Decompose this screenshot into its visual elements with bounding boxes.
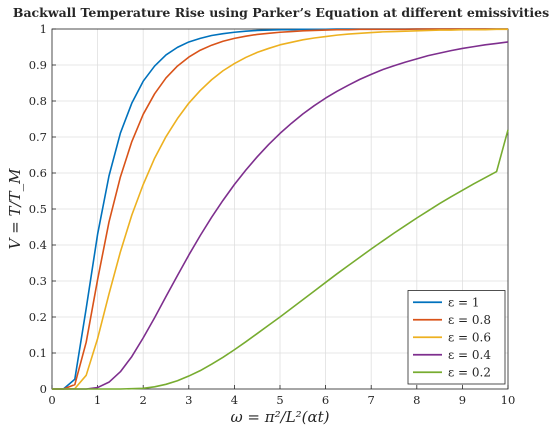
legend-label-4: ε = 0.4: [448, 348, 491, 362]
y-tick-label: 0.6: [29, 166, 47, 180]
x-tick-label: 3: [185, 393, 192, 407]
legend: ε = 1 ε = 0.8 ε = 0.6 ε = 0.4 ε = 0.2: [407, 290, 506, 385]
series-line-4: [52, 41, 509, 390]
x-tick-label: 8: [413, 393, 420, 407]
y-tick-label: 0.5: [29, 202, 47, 216]
x-tick-label: 2: [140, 393, 147, 407]
y-axis-label: V = T/T_M: [6, 168, 24, 250]
x-tick-label: 9: [459, 393, 466, 407]
series-line-5: [52, 129, 509, 390]
y-tick-label: 1: [40, 22, 47, 36]
y-tick-label: 0.2: [29, 310, 47, 324]
y-tick-label: 0.7: [29, 130, 47, 144]
y-tick-label: 0: [40, 382, 47, 396]
legend-label-1: ε = 1: [448, 295, 480, 309]
x-tick-label: 1: [94, 393, 101, 407]
x-tick-label: 5: [276, 393, 283, 407]
x-tick-label: 6: [322, 393, 329, 407]
x-tick-label: 0: [48, 393, 55, 407]
legend-label-2: ε = 0.8: [448, 313, 491, 327]
series-lines: [52, 28, 509, 390]
y-tick-label: 0.1: [29, 346, 47, 360]
y-tick-label: 0.4: [29, 238, 47, 252]
y-tick-label: 0.9: [29, 58, 47, 72]
axis-ticks: 0 1 2 3 4 5 6 7 8 9 10 0 0.1 0.2 0.3 0.4 0.5 0.6 0.7 0.8 0.9…: [29, 22, 516, 407]
chart-title: Backwall Temperature Rise using Parker’s…: [13, 5, 549, 20]
series-line-2: [52, 28, 508, 390]
x-tick-label: 7: [368, 393, 375, 407]
x-axis-label: ω = π²/L²(αt): [230, 408, 329, 426]
y-tick-label: 0.3: [29, 274, 47, 288]
series-line-3: [52, 28, 508, 390]
legend-label-5: ε = 0.2: [448, 365, 491, 379]
legend-label-3: ε = 0.6: [448, 330, 491, 344]
x-tick-label: 4: [231, 393, 238, 407]
y-tick-label: 0.8: [29, 94, 47, 108]
x-tick-label: 10: [501, 393, 516, 407]
